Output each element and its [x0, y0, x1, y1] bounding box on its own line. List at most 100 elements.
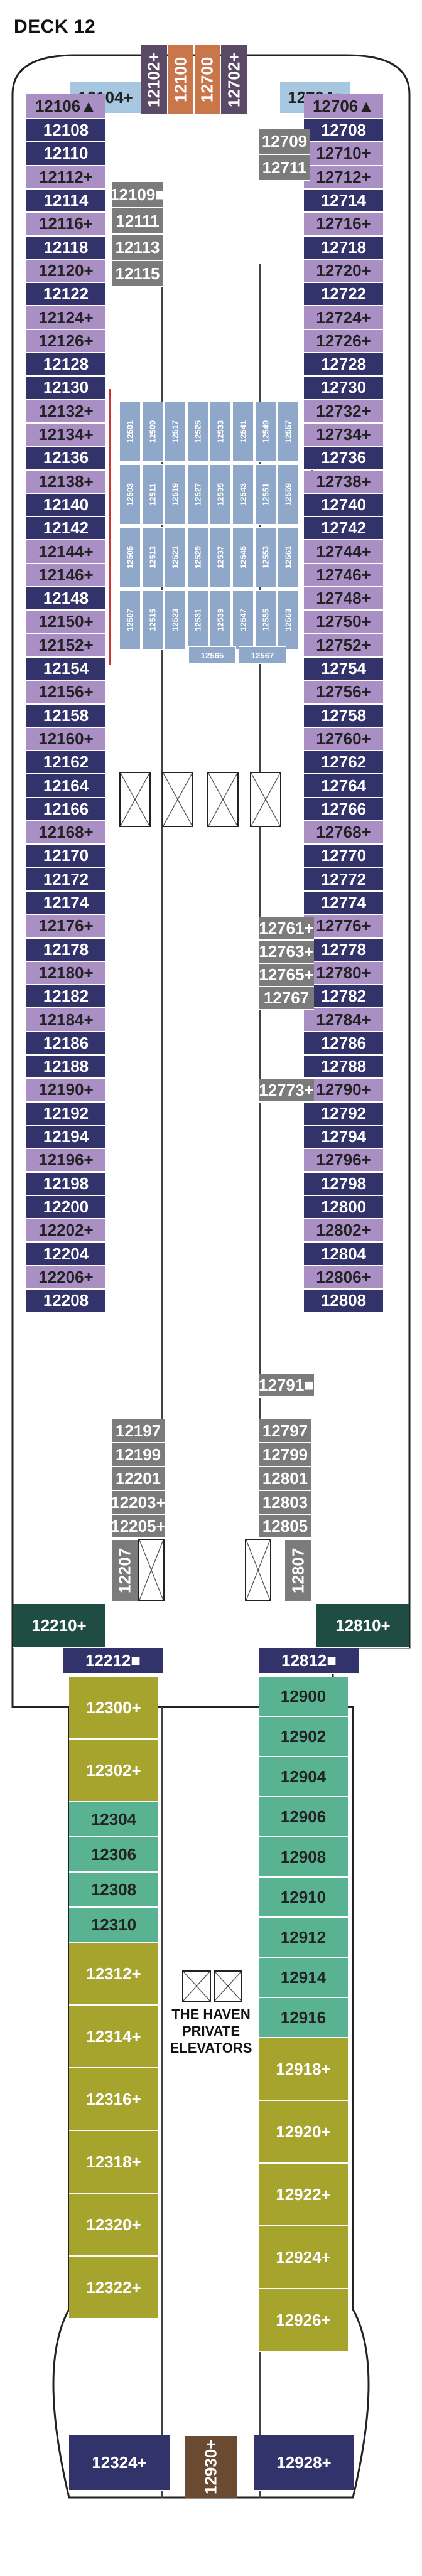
- cabin-left-column[interactable]: 12202+: [26, 1219, 106, 1243]
- interior-cabin[interactable]: 12507: [119, 590, 141, 650]
- cabin-haven-right[interactable]: 12908: [259, 1837, 348, 1878]
- interior-cabin[interactable]: 12527: [187, 464, 208, 525]
- cabin-haven-right[interactable]: 12920+: [259, 2101, 348, 2164]
- cabin-right-column[interactable]: 12744+: [304, 540, 383, 564]
- cabin-left-column[interactable]: 12120+: [26, 259, 106, 284]
- cabin-left-column[interactable]: 12198: [26, 1172, 106, 1196]
- cabin-left-column[interactable]: 12184+: [26, 1008, 106, 1032]
- cabin-lower-right[interactable]: 12805: [259, 1515, 311, 1539]
- cabin-right-column[interactable]: 12712+: [304, 166, 383, 190]
- interior-cabin[interactable]: 12535: [210, 464, 231, 525]
- cabin-right-column[interactable]: 12740: [304, 493, 383, 518]
- cabin-left-column[interactable]: 12116+: [26, 213, 106, 237]
- cabin-right-column[interactable]: 12768+: [304, 821, 383, 845]
- cabin-left-column[interactable]: 12110: [26, 142, 106, 166]
- cabin-left-column[interactable]: 12196+: [26, 1149, 106, 1173]
- interior-cabin[interactable]: 12557: [278, 402, 299, 462]
- cabin-left-column[interactable]: 12142: [26, 517, 106, 541]
- cabin-right-column[interactable]: 12738+: [304, 470, 383, 494]
- cabin-mid-right[interactable]: 12761+: [259, 917, 314, 941]
- cabin-left-column[interactable]: 12114: [26, 189, 106, 213]
- cabin-right-column[interactable]: 12760+: [304, 727, 383, 752]
- cabin-right-column[interactable]: 12766: [304, 798, 383, 821]
- cabin-haven-left[interactable]: 12322+: [69, 2257, 158, 2319]
- cabin-right-column[interactable]: 12786: [304, 1032, 383, 1056]
- cabin-lower-left[interactable]: 12201: [112, 1467, 165, 1491]
- cabin-haven-aft-right[interactable]: 12928+: [254, 2435, 354, 2491]
- interior-cabin[interactable]: 12567: [239, 646, 286, 664]
- cabin-inner-right[interactable]: 12711: [259, 155, 310, 181]
- cabin-mid-right[interactable]: 12763+: [259, 941, 314, 964]
- cabin-haven-left[interactable]: 12320+: [69, 2194, 158, 2257]
- cabin-inner-left[interactable]: 12113: [112, 235, 163, 261]
- cabin-aft-inner-right[interactable]: 12812■: [259, 1648, 359, 1674]
- cabin-left-column[interactable]: 12150+: [26, 611, 106, 634]
- cabin-top-vertical[interactable]: 12702+: [221, 44, 247, 114]
- interior-cabin[interactable]: 12551: [255, 464, 276, 525]
- cabin-haven-right[interactable]: 12922+: [259, 2164, 348, 2226]
- cabin-right-column[interactable]: 12724+: [304, 306, 383, 330]
- cabin-right-column[interactable]: 12808: [304, 1290, 383, 1313]
- interior-cabin[interactable]: 12553: [255, 527, 276, 587]
- interior-cabin[interactable]: 12559: [278, 464, 299, 525]
- cabin-haven-right[interactable]: 12902: [259, 1717, 348, 1757]
- cabin-right-column[interactable]: 12734+: [304, 423, 383, 447]
- cabin-left-column[interactable]: 12124+: [26, 306, 106, 330]
- cabin-right-column[interactable]: 12804: [304, 1243, 383, 1266]
- cabin-haven-left[interactable]: 12314+: [69, 2006, 158, 2068]
- cabin-mid-right[interactable]: 12765+: [259, 964, 314, 987]
- cabin-left-column[interactable]: 12186: [26, 1032, 106, 1056]
- cabin-top-vertical[interactable]: 12100: [168, 44, 193, 114]
- cabin-lower-right[interactable]: 12797: [259, 1419, 311, 1443]
- cabin-haven-left[interactable]: 12302+: [69, 1740, 158, 1802]
- interior-cabin[interactable]: 12503: [119, 464, 141, 525]
- interior-cabin[interactable]: 12501: [119, 402, 141, 462]
- cabin-left-column[interactable]: 12146+: [26, 564, 106, 587]
- cabin-inner-left[interactable]: 12111: [112, 208, 163, 235]
- cabin-right-column[interactable]: 12770: [304, 845, 383, 868]
- cabin-left-column[interactable]: 12194: [26, 1125, 106, 1150]
- interior-cabin[interactable]: 12565: [188, 646, 236, 664]
- cabin-haven-left[interactable]: 12316+: [69, 2068, 158, 2131]
- cabin-haven-right[interactable]: 12906: [259, 1797, 348, 1837]
- cabin-right-column[interactable]: 12716+: [304, 213, 383, 237]
- cabin-left-column[interactable]: 12144+: [26, 540, 106, 564]
- cabin-lower-left[interactable]: 12199: [112, 1443, 165, 1467]
- interior-cabin[interactable]: 12529: [187, 527, 208, 587]
- cabin-aft-inner-left[interactable]: 12212■: [63, 1648, 163, 1674]
- interior-cabin[interactable]: 12561: [278, 527, 299, 587]
- cabin-left-column[interactable]: 12134+: [26, 423, 106, 447]
- cabin-right-column[interactable]: 12792: [304, 1102, 383, 1126]
- cabin-inner-left[interactable]: 12115: [112, 261, 163, 287]
- cabin-right-column[interactable]: 12762: [304, 751, 383, 775]
- cabin-left-column[interactable]: 12176+: [26, 915, 106, 939]
- interior-cabin[interactable]: 12523: [165, 590, 186, 650]
- cabin-lower-left[interactable]: 12203+: [111, 1491, 166, 1515]
- cabin-right-column[interactable]: 12778: [304, 938, 383, 962]
- interior-cabin[interactable]: 12505: [119, 527, 141, 587]
- cabin-inner-left[interactable]: 12109■: [110, 182, 165, 208]
- cabin-haven-center[interactable]: 12930+: [185, 2435, 237, 2498]
- cabin-right-column[interactable]: 12752+: [304, 634, 383, 658]
- cabin-haven-left[interactable]: 12306: [69, 1837, 158, 1873]
- cabin-haven-left[interactable]: 12304: [69, 1802, 158, 1837]
- interior-cabin[interactable]: 12511: [142, 464, 163, 525]
- cabin-left-column[interactable]: 12200: [26, 1195, 106, 1220]
- cabin-right-column[interactable]: 12782: [304, 985, 383, 1009]
- cabin-right-column[interactable]: 12742: [304, 517, 383, 541]
- cabin-left-column[interactable]: 12190+: [26, 1079, 106, 1103]
- cabin-inner-right[interactable]: 12709: [259, 129, 310, 155]
- cabin-right-column[interactable]: 12732+: [304, 400, 383, 424]
- cabin-left-column[interactable]: 12152+: [26, 634, 106, 658]
- cabin-lower-left[interactable]: 12205+: [111, 1515, 166, 1539]
- cabin-right-column[interactable]: 12780+: [304, 961, 383, 986]
- cabin-right-column[interactable]: 12756+: [304, 681, 383, 705]
- interior-cabin[interactable]: 12539: [210, 590, 231, 650]
- cabin-left-column[interactable]: 12156+: [26, 681, 106, 705]
- cabin-right-column[interactable]: 12718: [304, 236, 383, 260]
- interior-cabin[interactable]: 12509: [142, 402, 163, 462]
- cabin-left-column[interactable]: 12188: [26, 1056, 106, 1079]
- cabin-left-column[interactable]: 12178: [26, 938, 106, 962]
- interior-cabin[interactable]: 12531: [187, 590, 208, 650]
- interior-cabin[interactable]: 12519: [165, 464, 186, 525]
